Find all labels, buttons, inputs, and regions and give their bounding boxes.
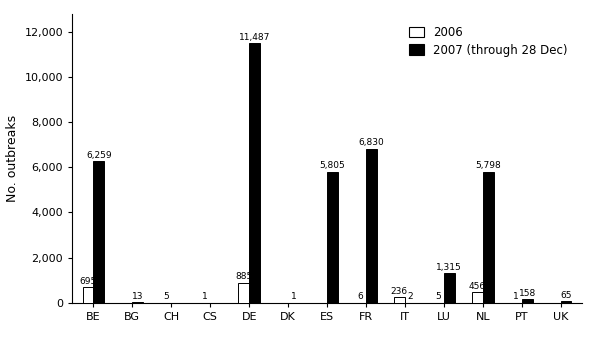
Text: 2: 2	[407, 292, 413, 301]
Text: 695: 695	[79, 277, 97, 286]
Text: 456: 456	[469, 282, 486, 291]
Text: 6: 6	[358, 292, 364, 301]
Text: 5: 5	[163, 292, 169, 301]
Text: 11,487: 11,487	[239, 33, 270, 42]
Text: 5: 5	[436, 292, 441, 301]
Text: 885: 885	[235, 272, 253, 281]
Text: 1: 1	[514, 292, 519, 301]
Bar	[444, 273, 455, 303]
Bar	[238, 283, 249, 303]
Bar	[560, 301, 571, 303]
Bar	[394, 298, 405, 303]
Text: 6,259: 6,259	[86, 151, 112, 160]
Text: 13: 13	[132, 292, 143, 301]
Text: 5,798: 5,798	[475, 161, 501, 171]
Bar	[249, 43, 260, 303]
Y-axis label: No. outbreaks: No. outbreaks	[6, 115, 19, 202]
Legend: 2006, 2007 (through 28 Dec): 2006, 2007 (through 28 Dec)	[406, 23, 571, 60]
Bar	[327, 172, 338, 303]
Text: 236: 236	[391, 287, 408, 296]
Bar	[472, 292, 483, 303]
Bar	[83, 287, 94, 303]
Text: 158: 158	[518, 289, 536, 298]
Text: 1: 1	[202, 292, 208, 301]
Text: 1: 1	[290, 292, 296, 301]
Bar	[521, 299, 533, 303]
Text: 6,830: 6,830	[359, 138, 384, 147]
Bar	[366, 149, 377, 303]
Bar	[94, 161, 104, 303]
Bar	[483, 172, 494, 303]
Text: 65: 65	[560, 291, 572, 300]
Text: 5,805: 5,805	[320, 161, 346, 170]
Text: 1,315: 1,315	[436, 263, 462, 272]
